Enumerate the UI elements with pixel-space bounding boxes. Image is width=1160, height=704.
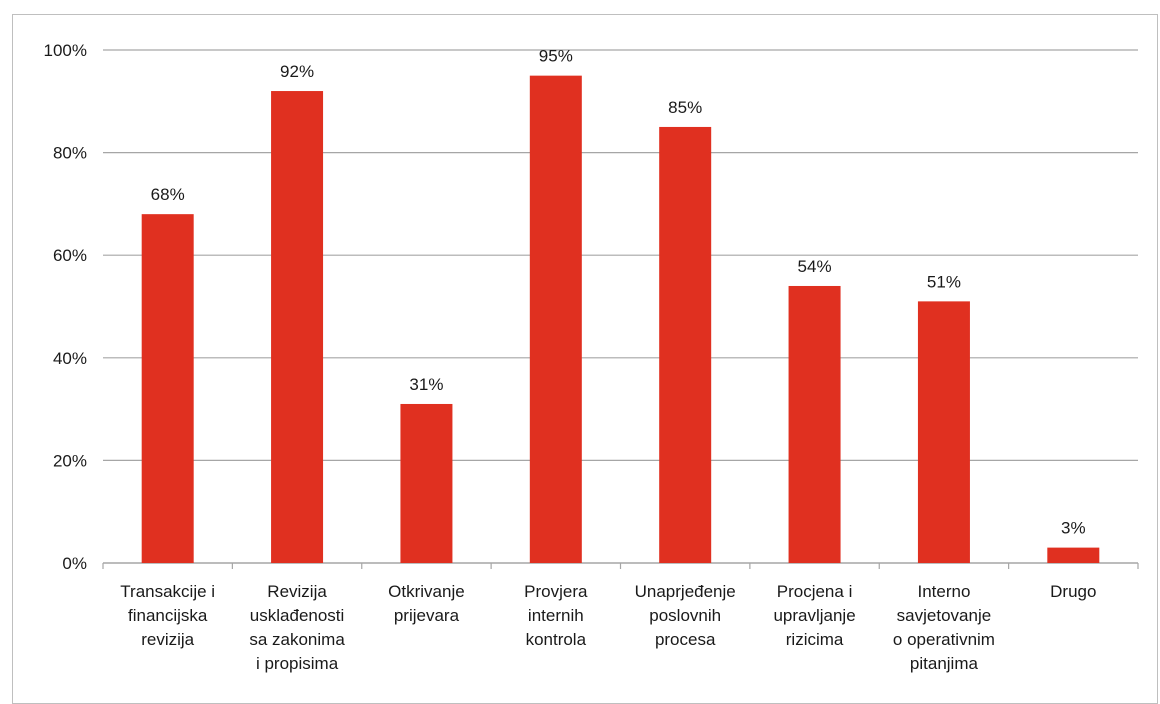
x-category-label: Interno savjetovanje o operativnim pitanjim… <box>893 582 995 673</box>
bar <box>917 301 970 563</box>
x-category-label-line: pitanjima <box>910 654 979 673</box>
x-category-label-line: financijska <box>128 606 208 625</box>
data-label: 3% <box>1061 519 1086 538</box>
gridlines <box>102 49 1139 569</box>
x-category-label-line: Revizija <box>267 582 327 601</box>
x-category-label-line: i propisima <box>256 654 339 673</box>
data-label: 92% <box>280 62 314 81</box>
x-category-label-line: upravljanje <box>773 606 855 625</box>
data-label: 54% <box>798 257 832 276</box>
x-category-label-line: Interno <box>917 582 970 601</box>
bar <box>1047 547 1100 563</box>
x-category-label-line: kontrola <box>526 630 587 649</box>
y-tick-label: 0% <box>62 554 87 573</box>
x-category-label-line: o operativnim <box>893 630 995 649</box>
y-tick-label: 80% <box>53 144 87 163</box>
x-category-label: Drugo <box>1050 582 1096 601</box>
y-tick-label: 40% <box>53 349 87 368</box>
data-labels: 68% 92% 31% 95% 85% 54% 51% 3% <box>151 47 1086 538</box>
x-category-label: Provjera internih kontrola <box>524 582 588 649</box>
y-axis-tick-labels: 0% 20% 40% 60% 80% 100% <box>44 41 87 573</box>
x-axis-category-labels: Transakcije i financijska revizija Revizija… <box>120 582 1096 673</box>
x-category-label: Unaprjeđenje poslovnih procesa <box>635 582 736 649</box>
bars <box>141 75 1100 564</box>
bar <box>271 91 324 563</box>
x-category-label-line: procesa <box>655 630 716 649</box>
x-category-label-line: poslovnih <box>649 606 721 625</box>
x-category-label: Procjena i upravljanje rizicima <box>773 582 855 649</box>
x-category-label-line: rizicima <box>786 630 844 649</box>
data-label: 68% <box>151 185 185 204</box>
x-category-label-line: Transakcije i <box>120 582 215 601</box>
bar <box>788 285 841 563</box>
y-tick-label: 20% <box>53 451 87 470</box>
bar <box>141 214 194 563</box>
data-label: 85% <box>668 98 702 117</box>
x-category-label-line: revizija <box>141 630 194 649</box>
x-category-label-line: Procjena i <box>777 582 853 601</box>
y-tick-label: 100% <box>44 41 87 60</box>
y-tick-label: 60% <box>53 246 87 265</box>
x-category-label-line: Provjera <box>524 582 588 601</box>
x-category-label-line: sa zakonima <box>249 630 345 649</box>
x-category-label: Otkrivanje prijevara <box>388 582 465 625</box>
bar <box>400 403 453 563</box>
bar <box>659 126 712 563</box>
bar <box>529 75 582 564</box>
data-label: 31% <box>409 375 443 394</box>
x-category-label: Transakcije i financijska revizija <box>120 582 215 649</box>
data-label: 95% <box>539 47 573 66</box>
x-category-label: Revizija usklađenosti sa zakonima i propisi… <box>249 582 345 673</box>
x-category-label-line: prijevara <box>394 606 460 625</box>
x-category-label-line: usklađenosti <box>250 606 345 625</box>
x-category-label-line: Drugo <box>1050 582 1096 601</box>
x-category-label-line: Unaprjeđenje <box>635 582 736 601</box>
x-category-label-line: internih <box>528 606 584 625</box>
x-category-label-line: Otkrivanje <box>388 582 465 601</box>
data-label: 51% <box>927 272 961 291</box>
x-category-label-line: savjetovanje <box>897 606 992 625</box>
